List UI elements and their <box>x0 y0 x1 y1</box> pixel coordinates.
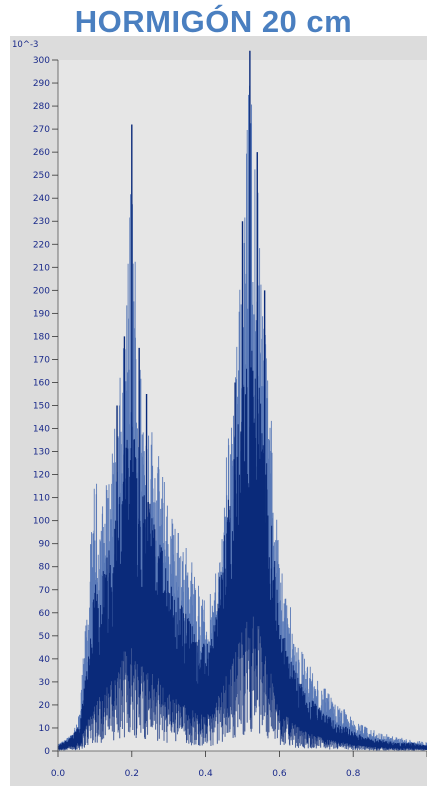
y-tick-label: 250 <box>33 171 50 181</box>
y-tick-label: 140 <box>33 425 50 435</box>
y-tick-label: 40 <box>39 655 51 665</box>
y-tick-label: 0 <box>44 747 50 757</box>
y-tick-label: 220 <box>33 240 50 250</box>
y-tick-label: 210 <box>33 263 50 273</box>
y-tick-label: 200 <box>33 286 50 296</box>
chart-title: HORMIGÓN 20 cm <box>74 4 353 39</box>
y-tick-label: 180 <box>33 332 50 342</box>
y-tick-label: 130 <box>33 448 50 458</box>
x-tick-label: 0.4 <box>198 769 213 779</box>
y-axis-ticks: 0 10 20 30 40 50 60 70 80 90 100 110 120 130 140 150 160… <box>33 56 58 757</box>
y-tick-label: 50 <box>39 632 51 642</box>
y-tick-label: 80 <box>39 563 51 573</box>
series-group <box>57 50 427 751</box>
x-tick-label: 0.8 <box>346 769 361 779</box>
y-tick-label: 270 <box>33 125 50 135</box>
x-tick-label: 0.6 <box>272 769 287 779</box>
y-tick-label: 10 <box>39 724 51 734</box>
y-tick-label: 240 <box>33 194 50 204</box>
y-tick-label: 100 <box>33 517 50 527</box>
y-tick-label: 160 <box>33 378 50 388</box>
y-multiplier-label: 10^-3 <box>12 40 38 50</box>
x-axis-ticks: 0.00.20.40.60.81 <box>51 751 427 779</box>
y-tick-label: 280 <box>33 102 50 112</box>
y-tick-label: 150 <box>33 402 50 412</box>
y-tick-label: 90 <box>39 540 51 550</box>
y-tick-label: 260 <box>33 148 50 158</box>
y-tick-label: 20 <box>39 701 51 711</box>
y-tick-label: 190 <box>33 309 50 319</box>
y-tick-label: 30 <box>39 678 51 688</box>
y-tick-label: 300 <box>33 56 50 66</box>
y-tick-label: 230 <box>33 217 50 227</box>
y-tick-label: 290 <box>33 79 50 89</box>
y-tick-label: 170 <box>33 355 50 365</box>
y-tick-label: 110 <box>33 494 50 504</box>
y-tick-label: 70 <box>39 586 51 596</box>
y-tick-label: 120 <box>33 471 50 481</box>
x-tick-label: 0.0 <box>51 769 66 779</box>
y-tick-label: 60 <box>39 609 51 619</box>
x-tick-label: 0.2 <box>125 769 139 779</box>
